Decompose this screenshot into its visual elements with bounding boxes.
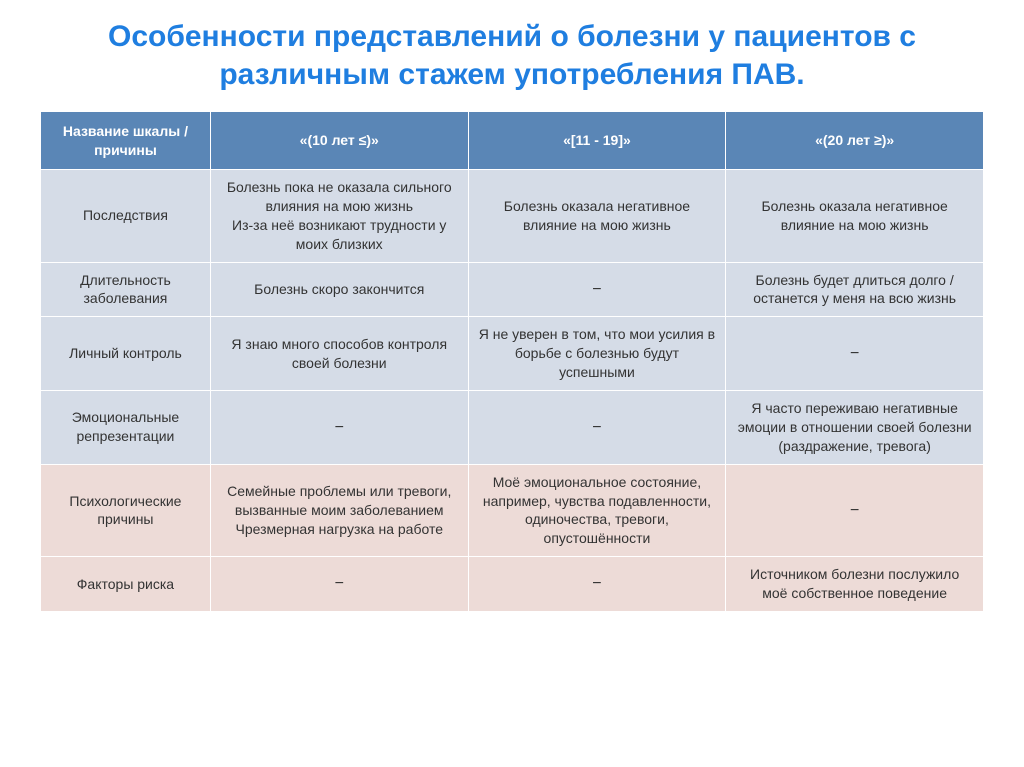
data-table: Название шкалы / причины «(10 лет ≤)» «[… bbox=[40, 111, 984, 612]
row-label: Длительность заболевания bbox=[41, 262, 211, 317]
row-label: Личный контроль bbox=[41, 317, 211, 391]
cell-value: Болезнь пока не оказала сильного влияния… bbox=[210, 170, 468, 263]
row-label: Психологические причины bbox=[41, 464, 211, 557]
cell-value: Источником болезни послужило моё собстве… bbox=[726, 557, 984, 612]
cell-value: Болезнь оказала негативное влияние на мо… bbox=[468, 170, 726, 263]
table-header-row: Название шкалы / причины «(10 лет ≤)» «[… bbox=[41, 112, 984, 170]
table-row: ПоследствияБолезнь пока не оказала сильн… bbox=[41, 170, 984, 263]
row-label: Эмоциональные репрезентации bbox=[41, 391, 211, 465]
cell-value: − bbox=[726, 464, 984, 557]
col-header-group1: «(10 лет ≤)» bbox=[210, 112, 468, 170]
table-row: Факторы риска−−Источником болезни послуж… bbox=[41, 557, 984, 612]
table-body: ПоследствияБолезнь пока не оказала сильн… bbox=[41, 170, 984, 612]
cell-value: Семейные проблемы или тревоги, вызванные… bbox=[210, 464, 468, 557]
cell-value: Болезнь будет длиться долго / останется … bbox=[726, 262, 984, 317]
col-header-scale: Название шкалы / причины bbox=[41, 112, 211, 170]
page-title: Особенности представлений о болезни у па… bbox=[40, 18, 984, 93]
cell-value: − bbox=[726, 317, 984, 391]
table-row: Длительность заболеванияБолезнь скоро за… bbox=[41, 262, 984, 317]
cell-value: − bbox=[468, 557, 726, 612]
col-header-group3: «(20 лет ≥)» bbox=[726, 112, 984, 170]
table-row: Эмоциональные репрезентации−−Я часто пер… bbox=[41, 391, 984, 465]
cell-value: Я знаю много способов контроля своей бол… bbox=[210, 317, 468, 391]
row-label: Факторы риска bbox=[41, 557, 211, 612]
cell-value: − bbox=[468, 391, 726, 465]
col-header-group2: «[11 - 19]» bbox=[468, 112, 726, 170]
cell-value: − bbox=[468, 262, 726, 317]
table-row: Психологические причиныСемейные проблемы… bbox=[41, 464, 984, 557]
cell-value: Болезнь оказала негативное влияние на мо… bbox=[726, 170, 984, 263]
cell-value: − bbox=[210, 557, 468, 612]
cell-value: − bbox=[210, 391, 468, 465]
table-row: Личный контрольЯ знаю много способов кон… bbox=[41, 317, 984, 391]
cell-value: Болезнь скоро закончится bbox=[210, 262, 468, 317]
row-label: Последствия bbox=[41, 170, 211, 263]
cell-value: Я часто переживаю негативные эмоции в от… bbox=[726, 391, 984, 465]
cell-value: Моё эмоциональное состояние, например, ч… bbox=[468, 464, 726, 557]
cell-value: Я не уверен в том, что мои усилия в борь… bbox=[468, 317, 726, 391]
